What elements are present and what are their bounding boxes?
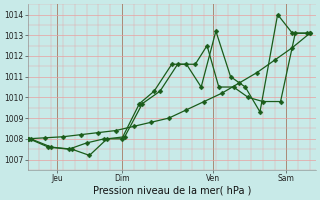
X-axis label: Pression niveau de la mer( hPa ): Pression niveau de la mer( hPa ) [92,186,251,196]
